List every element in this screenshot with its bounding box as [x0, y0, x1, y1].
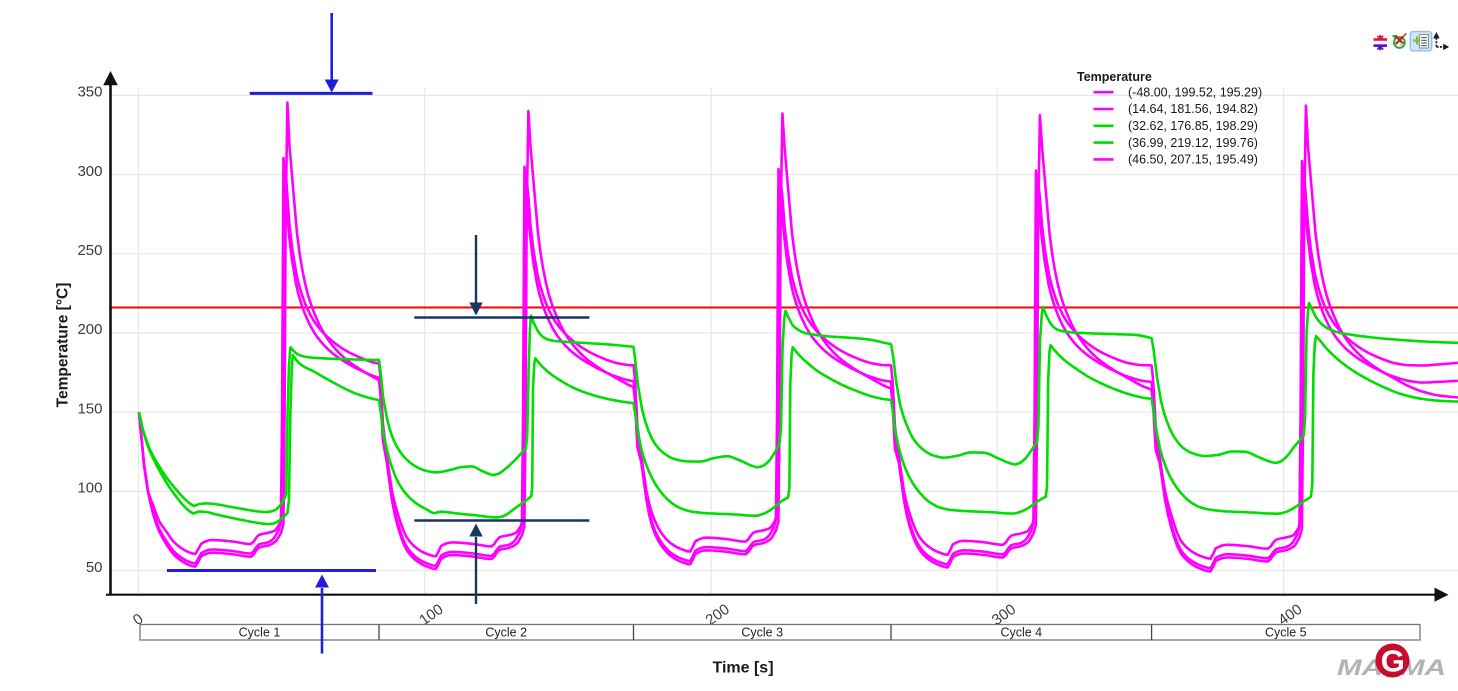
svg-text:Cycle 1: Cycle 1 [239, 626, 281, 640]
svg-text:Temperature: Temperature [1077, 70, 1152, 84]
svg-text:(32.62, 176.85, 198.29): (32.62, 176.85, 198.29) [1128, 119, 1258, 133]
svg-text:Cycle 2: Cycle 2 [485, 626, 527, 640]
svg-text:150: 150 [77, 400, 102, 417]
svg-text:G: G [1381, 644, 1405, 679]
svg-text:Temperature [°C]: Temperature [°C] [55, 283, 72, 408]
svg-text:Cycle 3: Cycle 3 [741, 626, 783, 640]
svg-text:250: 250 [77, 242, 102, 259]
svg-text:50: 50 [86, 559, 103, 576]
svg-text:100: 100 [77, 480, 102, 497]
svg-text:Cycle 5: Cycle 5 [1265, 626, 1307, 640]
svg-text:Cycle 4: Cycle 4 [1000, 626, 1042, 640]
svg-text:MA: MA [1337, 655, 1383, 680]
svg-text:350: 350 [77, 84, 102, 101]
svg-text:(-48.00, 199.52, 195.29): (-48.00, 199.52, 195.29) [1128, 85, 1262, 99]
svg-text:(36.99, 219.12, 199.76): (36.99, 219.12, 199.76) [1128, 136, 1258, 150]
svg-text:(14.64, 181.56, 194.82): (14.64, 181.56, 194.82) [1128, 102, 1258, 116]
svg-text:300: 300 [77, 163, 102, 180]
svg-text:200: 200 [77, 321, 102, 338]
svg-text:Time [s]: Time [s] [712, 660, 773, 677]
svg-text:(46.50, 207.15, 195.49): (46.50, 207.15, 195.49) [1128, 153, 1258, 167]
